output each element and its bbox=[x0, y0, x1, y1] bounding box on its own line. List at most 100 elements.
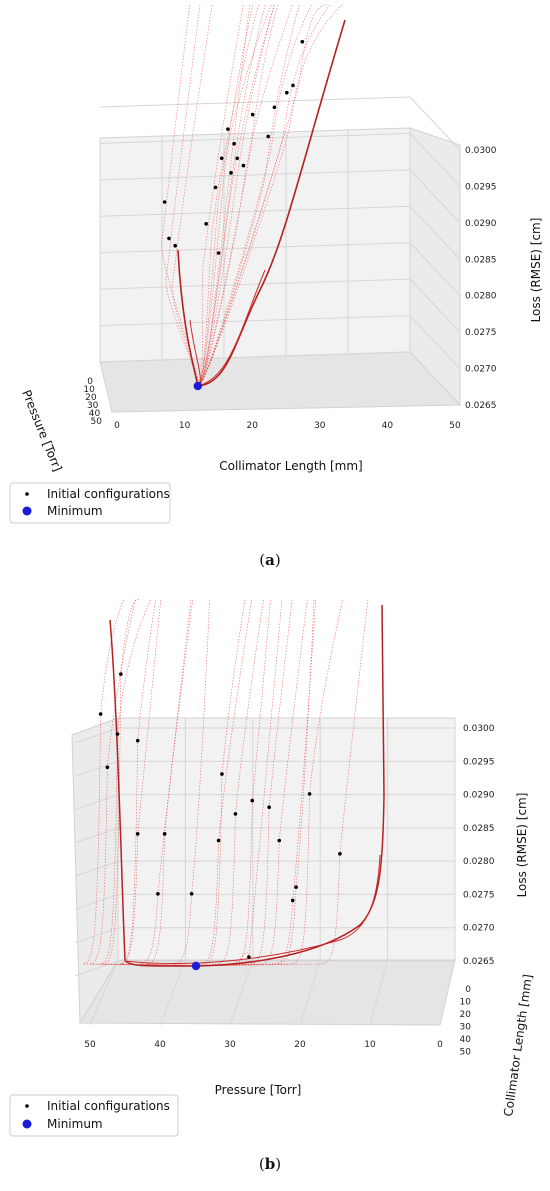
panel-b-xlabel: Pressure [Torr] bbox=[215, 1083, 302, 1097]
trajectory-line bbox=[197, 4, 244, 387]
grid-line bbox=[409, 169, 461, 224]
x-tick-label: 0 bbox=[114, 421, 120, 431]
grid-line bbox=[409, 278, 461, 333]
y-tick-label: 0 bbox=[465, 985, 471, 995]
trajectory-line bbox=[119, 599, 197, 967]
trajectory-line bbox=[197, 4, 278, 387]
initial-config-point bbox=[173, 243, 177, 248]
panel-b-points bbox=[98, 672, 342, 971]
initial-config-point bbox=[267, 805, 271, 810]
x-tick-label: 30 bbox=[224, 1040, 236, 1050]
trajectory-line bbox=[161, 4, 200, 387]
trajectory-line bbox=[119, 599, 197, 967]
initial-config-point bbox=[115, 732, 120, 736]
initial-config-point bbox=[307, 792, 312, 796]
valley-curve bbox=[124, 854, 381, 964]
initial-config-point bbox=[235, 156, 239, 161]
grid-line bbox=[409, 96, 461, 151]
panel-a-xlabel: Collimator Length [mm] bbox=[219, 459, 363, 473]
initial-config-point bbox=[241, 163, 246, 168]
y-tick-label: 40 bbox=[89, 409, 101, 419]
initial-config-point bbox=[250, 798, 255, 803]
grid-line bbox=[74, 893, 119, 910]
initial-config-point bbox=[189, 891, 194, 896]
trajectory-line bbox=[173, 599, 210, 967]
initial-config-point bbox=[300, 39, 305, 44]
grid-line bbox=[299, 959, 321, 1026]
trajectory-line bbox=[197, 4, 275, 387]
panel-a-ylabel: Pressure [Torr] bbox=[19, 388, 64, 474]
initial-config-point bbox=[277, 838, 282, 843]
z-tick-label: 0.0275 bbox=[463, 890, 495, 900]
panel-a-ticks: 0 10 20 30 40 500.02650.02700.02750.02800.028… bbox=[83, 146, 496, 431]
panel-a-points bbox=[162, 39, 305, 391]
trajectory-line bbox=[195, 599, 252, 967]
trajectory-line bbox=[197, 4, 250, 387]
trajectory-line bbox=[146, 599, 197, 967]
trajectory-line bbox=[197, 4, 271, 387]
initial-config-point bbox=[204, 222, 208, 226]
z-tick-label: 0.0285 bbox=[463, 824, 495, 834]
grid-line bbox=[409, 242, 461, 297]
initial-config-point bbox=[290, 898, 295, 903]
z-tick-label: 0.0290 bbox=[463, 791, 495, 801]
grid-line bbox=[159, 959, 186, 1026]
legend-minimum-label: Minimum bbox=[47, 1117, 103, 1131]
x-tick-label: 50 bbox=[449, 421, 461, 431]
grid-line bbox=[439, 959, 456, 1026]
trajectory-line bbox=[195, 599, 369, 967]
grid-line bbox=[89, 959, 119, 1026]
initial-config-point bbox=[232, 141, 236, 146]
trajectory-line bbox=[82, 599, 197, 967]
y-tick-label: 10 bbox=[460, 998, 472, 1008]
legend-initial-marker bbox=[25, 1104, 29, 1108]
x-tick-label: 20 bbox=[294, 1040, 306, 1050]
trajectory-line bbox=[195, 599, 246, 967]
panel-a-box bbox=[99, 127, 462, 413]
z-tick-label: 0.0270 bbox=[463, 924, 495, 934]
grid-line bbox=[74, 927, 119, 944]
x-tick-label: 0 bbox=[437, 1040, 443, 1050]
grid-line bbox=[99, 242, 411, 254]
x-tick-label: 10 bbox=[179, 421, 191, 431]
initial-config-point bbox=[213, 185, 218, 190]
initial-config-point bbox=[250, 112, 255, 117]
initial-config-point bbox=[272, 105, 277, 110]
grid-line bbox=[409, 315, 461, 369]
y-tick-label: 40 bbox=[460, 1035, 472, 1045]
minimum-point bbox=[193, 381, 202, 391]
panel-a-caption: (a) bbox=[259, 551, 280, 569]
trajectory-line bbox=[171, 4, 213, 387]
legend-initial-marker bbox=[25, 492, 29, 496]
grid-line bbox=[74, 827, 119, 844]
panel-b-box bbox=[71, 717, 456, 1026]
grid-line bbox=[74, 960, 119, 977]
z-tick-label: 0.0280 bbox=[463, 857, 495, 867]
initial-config-point bbox=[98, 712, 103, 716]
trajectory-line bbox=[102, 599, 197, 967]
z-tick-label: 0.0265 bbox=[463, 957, 495, 967]
initial-config-point bbox=[162, 200, 167, 204]
legend-initial-label: Initial configurations bbox=[47, 487, 170, 501]
z-tick-label: 0.0280 bbox=[465, 292, 497, 302]
grid-line bbox=[74, 794, 119, 811]
initial-config-point bbox=[135, 738, 140, 743]
panel-b-ticks: 50 40 30 20 10 0 0.0265 0.0270 0.0275 0.0280 0.028… bbox=[84, 724, 494, 1058]
x-tick-label: 50 bbox=[84, 1040, 96, 1050]
trajectory-line bbox=[99, 599, 197, 967]
grid-line bbox=[74, 727, 119, 744]
panel-a-trajectories bbox=[161, 4, 346, 387]
grid-line bbox=[99, 132, 411, 144]
trajectory-line bbox=[197, 4, 254, 387]
initial-config-point bbox=[247, 955, 251, 959]
trajectory-line bbox=[197, 4, 266, 387]
x-tick-label: 40 bbox=[382, 421, 394, 431]
grid-line bbox=[99, 96, 411, 108]
x-tick-label: 10 bbox=[364, 1040, 376, 1050]
trajectory-line bbox=[195, 599, 343, 967]
grid-line bbox=[409, 133, 461, 187]
initial-config-point bbox=[219, 156, 224, 161]
panel-b-legend: Initial configurations Minimum bbox=[9, 1094, 179, 1137]
grid-line bbox=[99, 278, 411, 290]
x-tick-label: 30 bbox=[314, 421, 326, 431]
